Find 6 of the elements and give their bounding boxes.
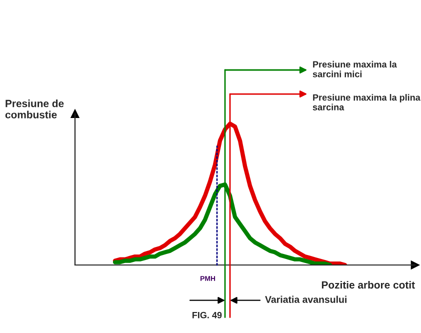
x-axis-title: Pozitie arbore cotit <box>322 280 415 289</box>
text: Presiune maxima la plina sarcina <box>312 94 420 110</box>
caption: FIG. 49 <box>192 312 222 318</box>
y-axis-title: Presiune de combustie <box>5 100 64 118</box>
text: Variatia avansului <box>265 296 346 303</box>
text: Presiune maxima la sarcini mici <box>312 60 397 78</box>
